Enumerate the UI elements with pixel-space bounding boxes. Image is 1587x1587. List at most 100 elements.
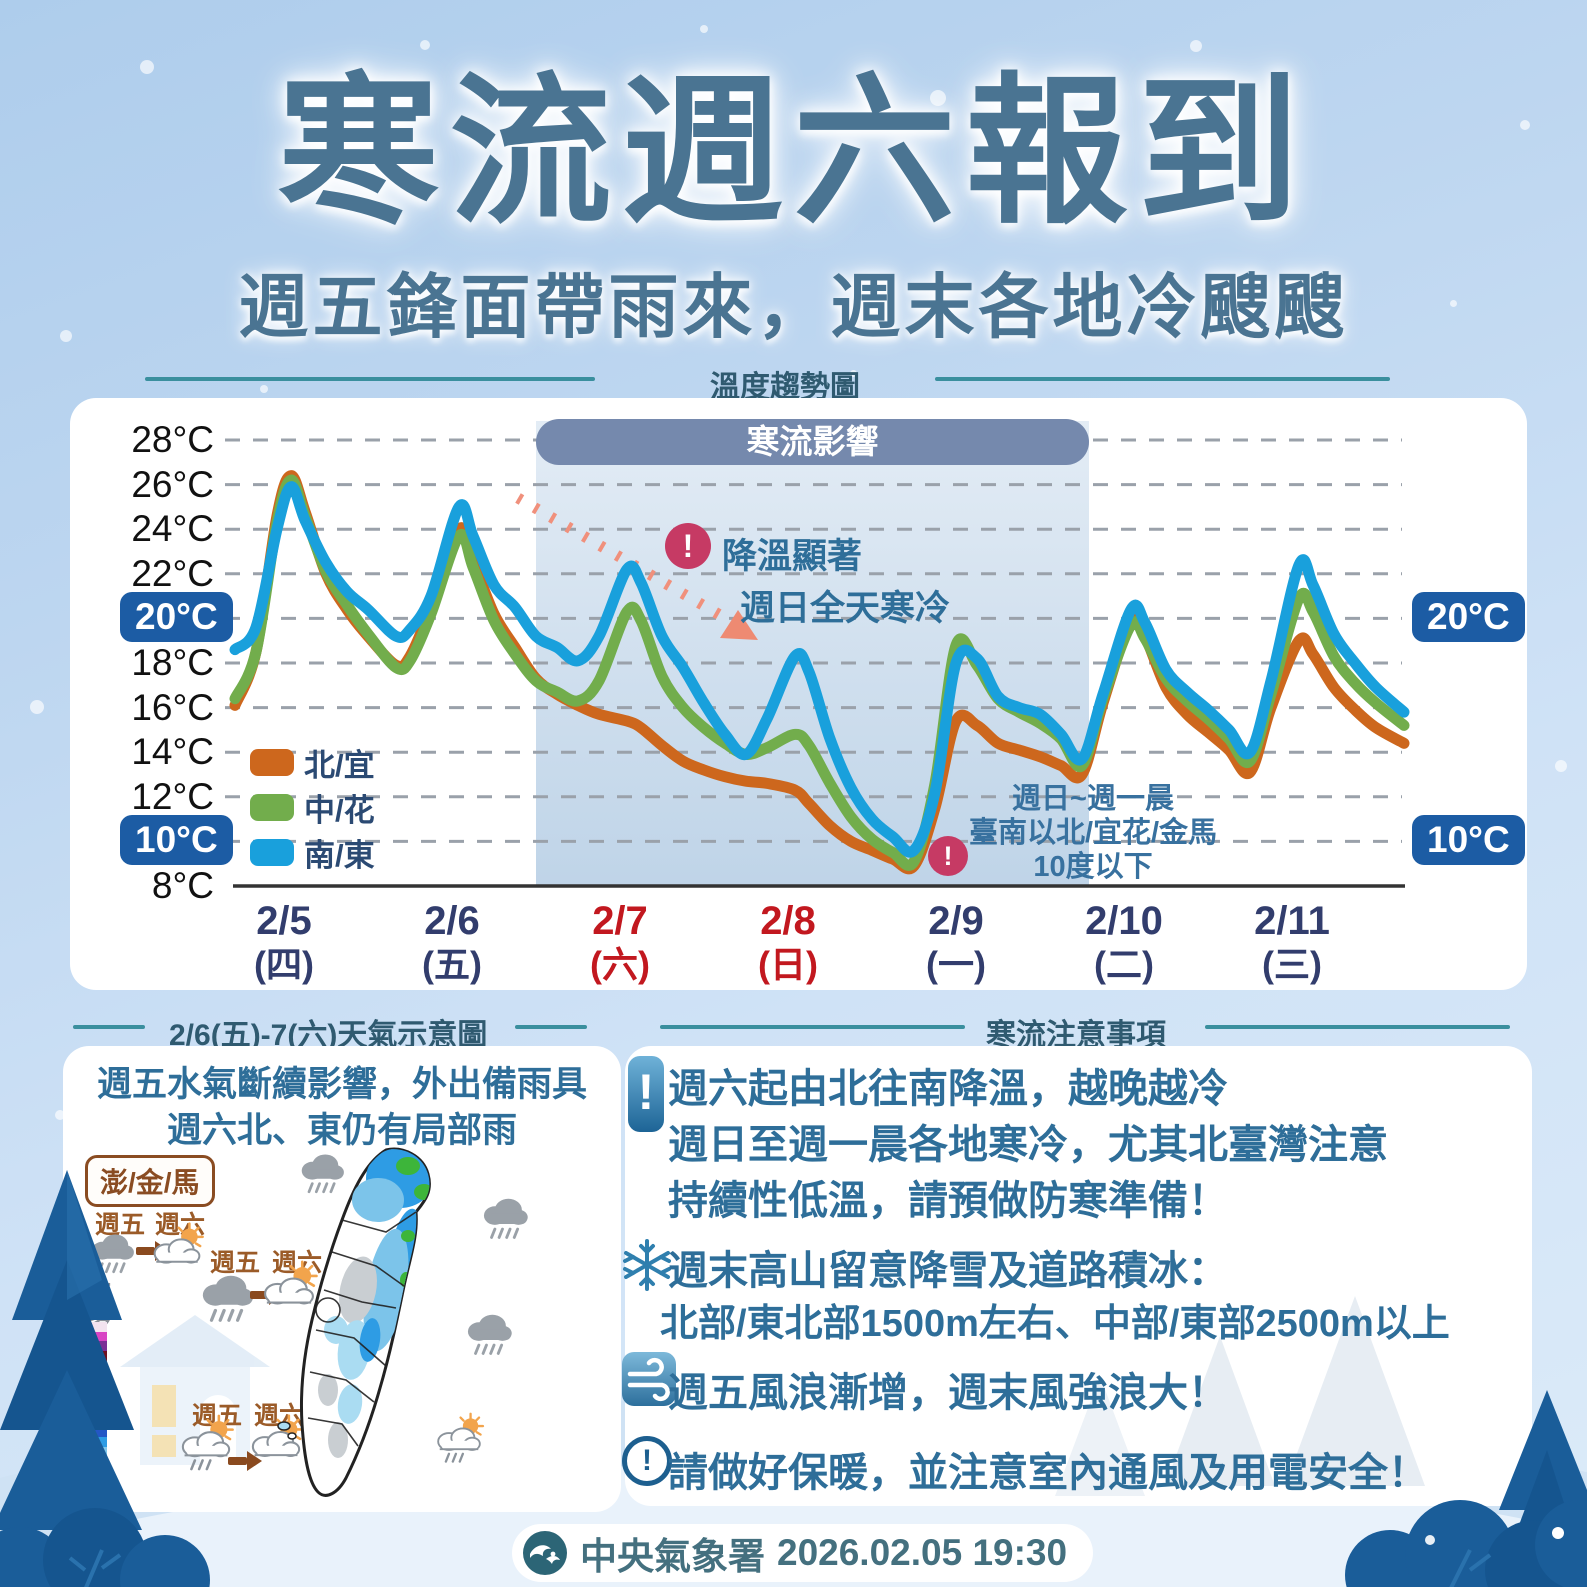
arrow-right-icon — [228, 1450, 262, 1477]
friday-label: 週五 — [210, 1249, 261, 1277]
sun-cloud-rain-icon — [432, 1412, 486, 1468]
annotation-drop-line2: 週日全天寒冷 — [740, 589, 951, 628]
chart-section-line-left — [145, 377, 595, 381]
tree-watermark — [1055, 1376, 1145, 1496]
page-title: 寒流週六報到 — [277, 62, 1310, 243]
x-date-2/8: 2/8 (日) — [758, 899, 818, 985]
y-tick-12: 12°C — [131, 775, 214, 817]
x-date-2/9: 2/9 (一) — [926, 899, 986, 985]
bullet-line: 週五風浪漸增，週末風強浪大！ — [668, 1371, 1228, 1415]
snow-dot — [930, 90, 946, 106]
legend-item: 南/東 — [250, 830, 375, 875]
bush-right — [1345, 1500, 1587, 1587]
y-tick-18: 18°C — [131, 642, 214, 683]
rain-cloud-icon — [196, 1268, 258, 1330]
x-date-2/11: 2/11 (三) — [1254, 899, 1330, 985]
left-section-line-right — [515, 1025, 587, 1029]
snow-dot — [700, 25, 708, 33]
legend-item: 北/宜 — [250, 740, 375, 785]
alert-circle-icon: ! — [622, 1436, 672, 1486]
left-panel-header-line1: 週五水氣斷續影響，外出備雨具 — [96, 1065, 587, 1104]
y-tick-badge-right-20: 20°C — [1412, 592, 1525, 643]
bullet-line: 週六起由北往南降溫，越晚越冷 — [668, 1067, 1228, 1111]
legend-swatch — [250, 839, 294, 866]
cold-wave-badge: 寒流影響 — [536, 419, 1089, 465]
bullet-line: 北部/東北部1500m左右、中部/東部2500m以上 — [660, 1303, 1450, 1345]
pine-tree-left — [0, 1170, 142, 1530]
y-tick-28: 28°C — [131, 419, 214, 460]
annotation-low-line: 週日~週一晨 — [1012, 783, 1174, 815]
legend-label: 北/宜 — [304, 748, 375, 783]
taiwan-precipitation-map — [277, 1147, 431, 1497]
cwa-logo-icon — [523, 1531, 567, 1575]
sun-cloud-rain-icon — [176, 1414, 236, 1476]
y-tick-24: 24°C — [131, 508, 214, 550]
snow-dot — [1555, 760, 1567, 772]
bush-left — [0, 1508, 210, 1587]
snow-dot — [1520, 120, 1530, 130]
rain-scale-block — [92, 1322, 107, 1332]
alert-icon: ! — [928, 836, 968, 876]
snow-dot — [30, 700, 44, 714]
chart-legend: 北/宜中/花南/東 — [250, 740, 375, 875]
y-tick-8: 8°C — [151, 865, 214, 906]
x-date-2/5: 2/5 (四) — [254, 899, 314, 985]
bullet-line: 週末高山留意降雪及道路積冰： — [668, 1249, 1228, 1293]
x-date-2/7: 2/7 (六) — [590, 899, 650, 985]
right-section-line-right — [1205, 1025, 1510, 1029]
x-date-2/6: 2/6 (五) — [422, 899, 482, 985]
x-date-2/10: 2/10 (二) — [1085, 899, 1163, 985]
cloud-sun-icon — [258, 1260, 320, 1315]
snow-dot — [140, 60, 154, 74]
bullet-line: 請做好保暖，並注意室內通風及用電安全！ — [668, 1451, 1428, 1495]
legend-swatch — [250, 794, 294, 821]
snow-dot — [260, 385, 268, 393]
footer: 中央氣象署 2026.02.05 19:30 — [512, 1524, 1094, 1582]
y-tick-badge-20: 20°C — [120, 592, 233, 643]
annotation-low: 週日~週一晨 臺南以北/宜花/金馬 10度以下 — [948, 782, 1238, 885]
penghu-kinmen-matsu-badge: 澎/金/馬 — [85, 1155, 215, 1207]
legend-item: 中/花 — [250, 785, 375, 830]
legend-label: 中/花 — [304, 793, 375, 828]
tree-watermark — [1165, 1336, 1275, 1486]
snow-dot — [1190, 40, 1202, 52]
y-tick-badge-10: 10°C — [120, 815, 233, 866]
snow-dot — [1450, 300, 1457, 307]
notice-panel — [625, 1046, 1532, 1506]
legend-swatch — [250, 749, 294, 776]
snow-dot — [60, 330, 72, 342]
snow-dot — [420, 40, 430, 50]
right-section-line-left — [660, 1025, 965, 1029]
footer-datetime: 2026.02.05 19:30 — [777, 1532, 1068, 1573]
rain-scale-block — [92, 1331, 107, 1342]
y-tick-16: 16°C — [131, 686, 214, 728]
tree-watermark — [1285, 1296, 1425, 1486]
friday-label: 週五 — [95, 1211, 146, 1239]
snow-dot — [850, 370, 857, 377]
y-tick-26: 26°C — [131, 463, 214, 505]
rain-cloud-icon — [462, 1308, 516, 1363]
wind-icon — [622, 1352, 676, 1406]
footer-agency: 中央氣象署 — [580, 1536, 765, 1577]
rain-scale-block — [92, 1427, 107, 1438]
chart-section-line-right — [935, 377, 1390, 381]
bullet-line: 週日至週一晨各地寒冷，尤其北臺灣注意 — [668, 1123, 1388, 1167]
exclamation-icon: ! — [628, 1056, 664, 1132]
annotation-drop-line1: 降溫顯著 — [722, 537, 863, 576]
alert-icon: ! — [665, 523, 711, 569]
snowflake-icon — [620, 1238, 674, 1297]
left-panel-header-line2: 週六北、東仍有局部雨 — [166, 1110, 517, 1150]
left-section-line-left — [73, 1025, 145, 1029]
y-tick-14: 14°C — [131, 731, 214, 773]
rain-cloud-icon — [478, 1192, 532, 1247]
left-panel-header: 週五水氣斷續影響，外出備雨具 週六北、東仍有局部雨 — [63, 1062, 621, 1153]
annotation-low-line: 臺南以北/宜花/金馬 — [968, 817, 1218, 850]
legend-label: 南/東 — [304, 838, 375, 873]
temperature-trend-chart — [225, 421, 1410, 888]
y-tick-badge-right-10: 10°C — [1412, 815, 1525, 866]
snow-dot — [55, 1110, 65, 1120]
y-tick-22: 22°C — [131, 552, 214, 594]
bullet-line: 持續性低溫，請預做防寒準備！ — [668, 1179, 1228, 1223]
cloud-sun-icon — [148, 1222, 206, 1273]
